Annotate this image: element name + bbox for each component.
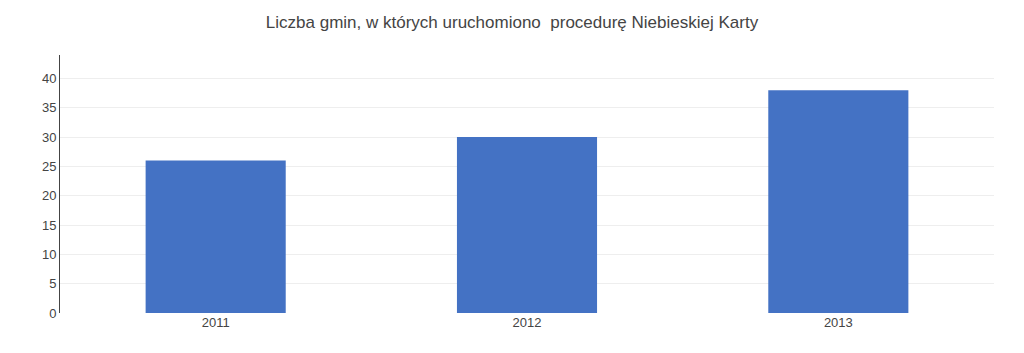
svg-text:40: 40: [42, 71, 56, 86]
svg-text:Liczba gmin, w których uruchom: Liczba gmin, w których uruchomiono proce…: [266, 13, 759, 32]
svg-text:20: 20: [42, 188, 56, 203]
svg-text:25: 25: [42, 159, 56, 174]
svg-text:0: 0: [49, 306, 56, 321]
svg-text:2011: 2011: [202, 315, 230, 330]
svg-text:10: 10: [42, 247, 56, 262]
svg-text:2012: 2012: [513, 315, 542, 330]
svg-text:2013: 2013: [824, 315, 853, 330]
svg-text:35: 35: [42, 100, 56, 115]
svg-text:15: 15: [42, 218, 56, 233]
svg-text:30: 30: [42, 130, 56, 145]
svg-text:5: 5: [49, 276, 56, 291]
